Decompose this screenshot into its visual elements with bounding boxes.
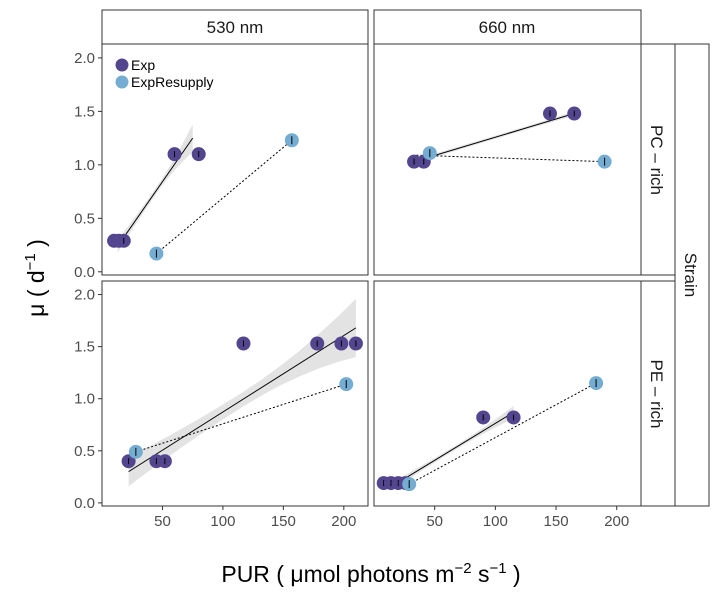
panels-layer bbox=[101, 43, 642, 507]
x-axis-title-sup2: −1 bbox=[489, 560, 506, 577]
y-tick-label: 1.0 bbox=[74, 157, 95, 174]
legend-exp-label: Exp bbox=[131, 57, 155, 73]
y-axis-title-end: ) bbox=[23, 239, 49, 253]
x-tick-label: 50 bbox=[154, 513, 171, 530]
x-tick-label: 100 bbox=[210, 513, 235, 530]
legend-expresupply-label: ExpResupply bbox=[131, 74, 214, 90]
x-tick-label: 150 bbox=[544, 513, 569, 530]
y-tick-label: 2.0 bbox=[74, 50, 95, 67]
y-axis-title: μ ( d−1 ) bbox=[22, 239, 49, 317]
x-axis-title-mid: s bbox=[472, 561, 490, 587]
y-tick-label: 1.5 bbox=[74, 339, 95, 356]
legend-exp-marker bbox=[115, 58, 129, 72]
panel-border bbox=[101, 280, 369, 507]
y-tick-label: 0.0 bbox=[74, 264, 95, 281]
strip-col-530-label: 530 nm bbox=[207, 18, 264, 37]
panel-plot-area bbox=[121, 298, 363, 487]
y-tick-label: 0.0 bbox=[74, 495, 95, 512]
panel-border bbox=[373, 280, 642, 507]
strip-col-660-label: 660 nm bbox=[479, 18, 536, 37]
confidence-band-exp bbox=[117, 124, 193, 253]
x-axis-title: PUR ( μmol photons m−2 s−1 ) bbox=[221, 560, 520, 587]
panel-plot-area bbox=[407, 106, 612, 169]
panel-plot-area bbox=[107, 124, 299, 261]
x-tick-label: 150 bbox=[271, 513, 296, 530]
panel-2 bbox=[101, 280, 369, 507]
x-axis-title-sup1: −2 bbox=[454, 560, 471, 577]
y-tick-label: 1.0 bbox=[74, 391, 95, 408]
x-tick-label: 200 bbox=[604, 513, 629, 530]
x-tick-label: 200 bbox=[331, 513, 356, 530]
panel-3 bbox=[373, 280, 642, 507]
strip-strain-label: Strain bbox=[681, 253, 700, 297]
y-tick-label: 1.5 bbox=[74, 103, 95, 120]
fit-line-expresupply bbox=[416, 154, 605, 163]
strip-strain-box bbox=[674, 43, 710, 507]
fit-line-exp bbox=[413, 113, 575, 163]
fit-line-exp bbox=[391, 411, 514, 487]
panel-border bbox=[373, 43, 642, 276]
y-tick-label: 2.0 bbox=[74, 287, 95, 304]
strip-col-530-box bbox=[101, 9, 369, 45]
fit-line-expresupply bbox=[156, 139, 293, 254]
x-axis-title-main: PUR ( μmol photons m bbox=[221, 561, 454, 587]
panel-background bbox=[102, 44, 368, 275]
strip-row-pc-box bbox=[640, 43, 676, 276]
panel-1 bbox=[373, 43, 642, 276]
strip-col-660-box bbox=[373, 9, 642, 45]
axes-layer: 0.0 0.5 1.0 1.5 2.0 0.0 0.5 1.0 1.5 2.0 50 100 150 20… bbox=[74, 50, 629, 530]
y-tick-label: 0.5 bbox=[74, 443, 95, 460]
confidence-band-exp bbox=[392, 406, 514, 491]
fit-line-expresupply bbox=[135, 383, 347, 453]
legend-expresupply-marker bbox=[115, 75, 129, 89]
legend: Exp ExpResupply bbox=[115, 57, 214, 90]
y-axis-title-main: μ ( d bbox=[23, 270, 49, 316]
panel-plot-area bbox=[376, 376, 604, 492]
fit-line-exp bbox=[128, 327, 357, 473]
y-tick-label: 0.5 bbox=[74, 210, 95, 227]
x-tick-label: 50 bbox=[426, 513, 443, 530]
confidence-band-exp bbox=[128, 298, 356, 487]
x-tick-label: 100 bbox=[483, 513, 508, 530]
fit-line-expresupply bbox=[408, 382, 597, 485]
strip-row-pe-label: PE – rich bbox=[647, 360, 666, 429]
y-axis-title-sup: −1 bbox=[22, 253, 39, 270]
panel-0 bbox=[101, 43, 369, 276]
strip-row-pc-label: PC – rich bbox=[647, 125, 666, 195]
x-axis-title-end: ) bbox=[507, 561, 521, 587]
panel-border bbox=[101, 43, 369, 276]
